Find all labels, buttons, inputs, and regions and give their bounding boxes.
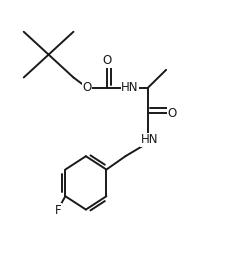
Text: O: O <box>102 54 111 68</box>
Text: O: O <box>166 106 176 120</box>
Text: HN: HN <box>121 81 138 94</box>
Text: O: O <box>82 81 91 94</box>
Text: F: F <box>55 204 62 217</box>
Text: HN: HN <box>140 133 157 146</box>
